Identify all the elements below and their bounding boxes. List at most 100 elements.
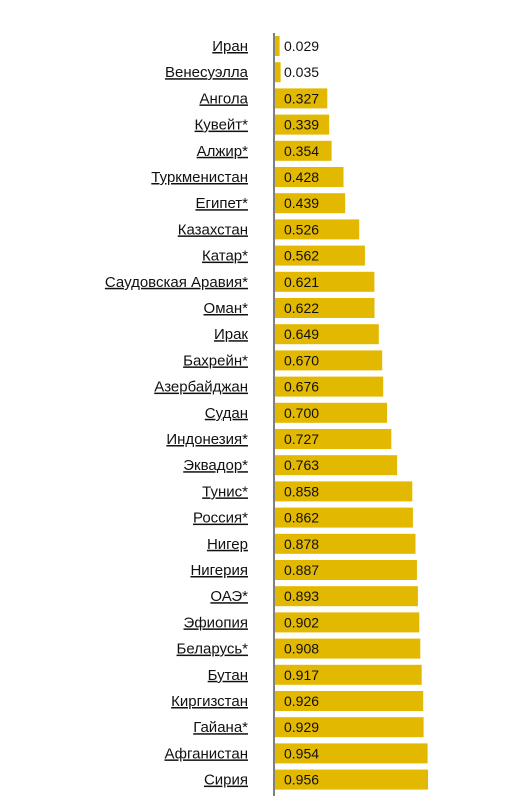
chart-row: Бахрейн* 0.670 [183,350,383,371]
bar [275,88,328,109]
category-label[interactable]: Иран [212,38,248,55]
chart-row: Оман* 0.622 [204,298,375,318]
chart-row: Афганистан 0.954 [165,743,428,764]
bar [275,481,413,502]
value-label: 0.954 [284,745,319,761]
category-label[interactable]: Эквадор* [183,457,248,474]
category-label[interactable]: Ангола [199,90,248,107]
bar [275,36,280,56]
category-label[interactable]: Киргизстан [171,693,248,710]
category-label[interactable]: Тунис* [202,483,248,500]
value-label: 0.956 [284,772,319,788]
category-label[interactable]: Индонезия* [166,431,248,448]
value-label: 0.902 [284,614,319,630]
value-label: 0.562 [284,248,319,264]
bar [275,298,375,318]
value-label: 0.917 [284,667,319,683]
category-label[interactable]: Бахрейн* [183,352,248,369]
bar [275,271,375,292]
chart-row: Катар* 0.562 [202,245,365,266]
value-label: 0.029 [284,38,319,54]
value-label: 0.763 [284,457,319,473]
category-label[interactable]: Алжир* [197,143,249,160]
chart-row: Египет* 0.439 [195,193,346,214]
chart-row: Сирия 0.956 [204,769,428,790]
chart-row: Ангола 0.327 [199,88,328,109]
chart-row: Беларусь* 0.908 [177,638,421,659]
bar [275,664,422,685]
bar [275,245,365,266]
chart-row: Эквадор* 0.763 [183,455,398,476]
bar [275,612,420,633]
chart-row: Киргизстан 0.926 [171,691,424,711]
bar [275,769,428,790]
category-label[interactable]: Египет* [195,195,248,212]
category-label[interactable]: Кувейт* [195,117,249,134]
category-label[interactable]: Азербайджан [154,379,248,396]
category-label[interactable]: Казахстан [178,221,248,238]
bar [275,586,418,607]
bar [275,507,413,528]
value-label: 0.887 [284,562,319,578]
bar [275,429,392,449]
bar [275,219,360,240]
chart-row: Индонезия* 0.727 [166,429,392,449]
value-label: 0.622 [284,300,319,316]
value-label: 0.354 [284,143,319,159]
category-label[interactable]: Сирия [204,772,248,789]
chart-row: Бутан 0.917 [208,664,422,685]
value-label: 0.621 [284,274,319,290]
bar [275,533,416,554]
category-label[interactable]: Беларусь* [177,641,249,658]
bar [275,114,330,135]
bar [275,560,417,580]
value-label: 0.908 [284,641,319,657]
bar [275,62,281,83]
value-label: 0.649 [284,326,319,342]
value-label: 0.858 [284,483,319,499]
chart-row: Азербайджан 0.676 [154,376,384,397]
chart-row: Нигер 0.878 [207,533,416,554]
category-label[interactable]: Венесуэлла [165,64,249,81]
chart-row: Гайана* 0.929 [193,717,424,738]
category-label[interactable]: Катар* [202,248,248,265]
category-label[interactable]: Судан [205,405,248,422]
category-label[interactable]: Ирак [214,326,248,343]
value-label: 0.439 [284,195,319,211]
chart-row: Эфиопия 0.902 [184,612,420,633]
bar [275,193,346,214]
bar [275,691,424,711]
category-label[interactable]: Гайана* [193,719,248,736]
category-label[interactable]: Эфиопия [184,614,248,631]
chart-row: Россия* 0.862 [193,507,413,528]
bar [275,743,428,764]
value-label: 0.670 [284,352,319,368]
category-label[interactable]: Нигер [207,536,248,553]
value-label: 0.526 [284,221,319,237]
bar [275,350,383,371]
category-label[interactable]: ОАЭ* [210,588,248,605]
chart-row: Судан 0.700 [205,402,387,423]
category-label[interactable]: Россия* [193,510,248,527]
value-label: 0.327 [284,90,319,106]
bar [275,402,387,423]
category-label[interactable]: Нигерия [190,562,248,579]
category-label[interactable]: Бутан [208,667,248,684]
category-label[interactable]: Саудовская Аравия* [105,274,248,291]
chart-row: Саудовская Аравия* 0.621 [105,271,375,292]
bar [275,455,398,476]
chart-row: Туркменистан 0.428 [151,167,344,187]
category-label[interactable]: Афганистан [165,745,249,762]
category-label[interactable]: Оман* [204,300,249,317]
chart-row: ОАЭ* 0.893 [210,586,418,607]
bar [275,376,384,397]
category-label[interactable]: Туркменистан [151,169,248,186]
value-label: 0.929 [284,719,319,735]
value-label: 0.878 [284,536,319,552]
value-label: 0.700 [284,405,319,421]
chart-row: Венесуэлла 0.035 [165,62,319,83]
chart-row: Ирак 0.649 [214,324,379,345]
bar [275,638,421,659]
bar [275,167,344,187]
